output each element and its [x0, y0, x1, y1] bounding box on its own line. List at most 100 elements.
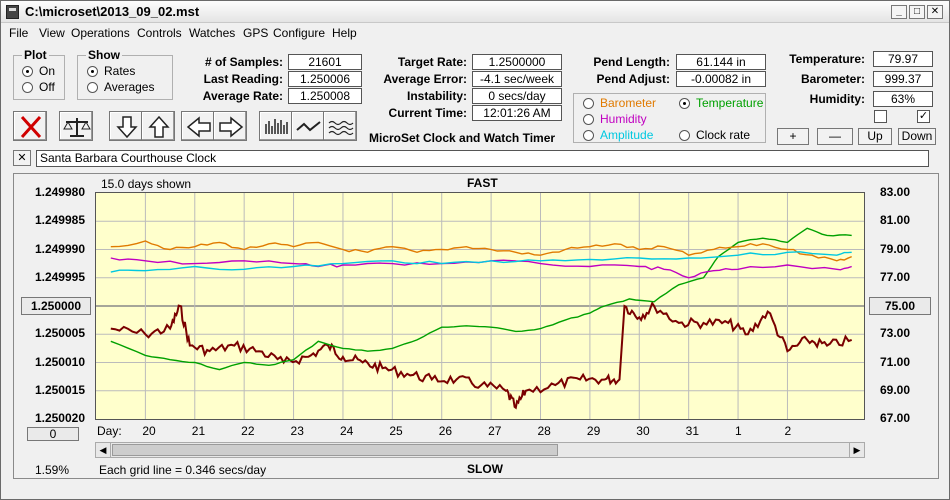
x-axis-tick: 21 — [191, 424, 206, 438]
left-axis-tick: 1.250015 — [34, 382, 85, 397]
horizontal-scrollbar[interactable]: ◀ ▶ — [95, 442, 865, 458]
maximize-button[interactable]: □ — [909, 5, 925, 19]
day-label: Day: — [97, 424, 122, 438]
down-button[interactable]: Down — [898, 128, 936, 145]
right-axis-tick: 71.00 — [879, 354, 911, 369]
x-axis-tick: 26 — [438, 424, 453, 438]
title-bar: C:\microset\2013_09_02.mst _ □ ✕ — [1, 1, 949, 23]
barometer-field: 999.37 — [873, 71, 933, 87]
chart-plot-area — [95, 192, 865, 420]
show-averages-radio[interactable] — [87, 82, 98, 93]
temperature-radio[interactable] — [679, 98, 690, 109]
close-icon[interactable]: ✕ — [13, 150, 31, 166]
x-axis-tick: 28 — [537, 424, 551, 438]
wave-view-button[interactable] — [323, 111, 357, 141]
balance-button[interactable] — [59, 111, 93, 141]
center-left-button[interactable]: 1.250000 — [21, 297, 91, 315]
histogram-button[interactable] — [259, 111, 293, 141]
left-axis-tick: 1.250010 — [34, 354, 85, 369]
current-time-field: 12:01:26 AM — [472, 105, 562, 121]
plus-button[interactable]: + — [777, 128, 809, 145]
x-axis-tick: 20 — [142, 424, 156, 438]
menu-configure[interactable]: Configure — [273, 26, 326, 40]
scroll-thumb[interactable] — [112, 444, 558, 456]
close-window-button[interactable]: ✕ — [927, 5, 943, 19]
up-button[interactable]: Up — [858, 128, 892, 145]
pend-adjust-field: -0.00082 in — [676, 71, 766, 87]
temperature-label: Temperature: — [789, 52, 865, 66]
chart-svg — [96, 193, 864, 419]
app-icon — [6, 5, 19, 19]
pend-length-label: Pend Length: — [593, 55, 670, 69]
barometer-option-label: Barometer — [600, 96, 657, 110]
scroll-left-icon[interactable]: ◀ — [96, 443, 111, 457]
line-view-button[interactable] — [291, 111, 325, 141]
samples-label: # of Samples: — [204, 55, 283, 69]
left-axis-tick: 1.250020 — [34, 411, 85, 425]
zero-button[interactable]: 0 — [27, 427, 79, 441]
menu-watches[interactable]: Watches — [189, 26, 236, 40]
show-rates-label: Rates — [104, 64, 136, 78]
show-group-caption: Show — [86, 48, 122, 62]
x-axis-tick: 29 — [586, 424, 601, 438]
plot-off-label: Off — [39, 80, 55, 94]
barometer-radio[interactable] — [583, 98, 594, 109]
series-line-clock-rate — [110, 301, 853, 410]
show-rates-radio[interactable] — [87, 66, 98, 77]
down-arrow-button[interactable] — [109, 111, 143, 141]
instability-label: Instability: — [406, 89, 467, 103]
minimize-button[interactable]: _ — [891, 5, 907, 19]
right-axis-tick: 67.00 — [879, 411, 911, 425]
menu-bar: File View Operations Controls Watches GP… — [1, 23, 949, 43]
clock-rate-radio[interactable] — [679, 130, 690, 141]
amplitude-radio[interactable] — [583, 130, 594, 141]
plot-group-caption: Plot — [22, 48, 49, 62]
up-arrow-button[interactable] — [141, 111, 175, 141]
menu-operations[interactable]: Operations — [71, 26, 130, 40]
last-reading-field: 1.250006 — [288, 71, 362, 87]
minus-button[interactable]: — — [817, 128, 853, 145]
right-axis-tick: 77.00 — [879, 269, 911, 284]
instability-field: 0 secs/day — [472, 88, 562, 104]
menu-file[interactable]: File — [9, 26, 29, 40]
checkbox-1[interactable] — [874, 110, 887, 123]
watch-name-field[interactable]: Santa Barbara Courthouse Clock — [36, 150, 929, 167]
series-line-humidity — [110, 257, 852, 279]
samples-field: 21601 — [288, 54, 362, 70]
x-axis-tick: 1 — [735, 424, 742, 438]
plot-on-radio[interactable] — [22, 66, 33, 77]
app-caption: MicroSet Clock and Watch Timer — [369, 131, 556, 145]
right-axis-tick: 69.00 — [879, 382, 911, 397]
series-line-barometer — [110, 240, 852, 262]
series-line-temperature — [110, 227, 852, 371]
arrow-down-icon — [116, 116, 138, 139]
plot-on-label: On — [39, 64, 56, 78]
series-line-amplitude — [110, 251, 852, 273]
x-axis-tick: 27 — [488, 424, 502, 438]
arrow-up-icon — [148, 115, 170, 138]
plot-off-radio[interactable] — [22, 82, 33, 93]
menu-help[interactable]: Help — [332, 26, 357, 40]
scroll-right-icon[interactable]: ▶ — [849, 443, 864, 457]
menu-view[interactable]: View — [39, 26, 65, 40]
left-axis-tick: 1.249995 — [34, 269, 85, 284]
left-arrow-button[interactable] — [181, 111, 215, 141]
pend-length-field: 61.144 in — [676, 54, 766, 70]
right-axis-tick: 73.00 — [879, 326, 911, 341]
cancel-x-button[interactable] — [13, 111, 47, 141]
show-averages-label: Averages — [104, 80, 155, 94]
checkbox-2[interactable]: ✓ — [917, 110, 930, 123]
left-axis-tick: 1.249985 — [34, 213, 85, 228]
last-reading-label: Last Reading: — [203, 72, 283, 86]
window-title: C:\microset\2013_09_02.mst — [25, 4, 200, 19]
histogram-icon — [265, 119, 288, 134]
right-axis-tick: 83.00 — [879, 185, 911, 199]
humidity-radio[interactable] — [583, 114, 594, 125]
percent-label: 1.59% — [35, 463, 70, 477]
wave-icon — [328, 120, 354, 136]
center-right-button[interactable]: 75.00 — [869, 297, 931, 315]
menu-gps[interactable]: GPS — [243, 26, 269, 40]
right-arrow-button[interactable] — [213, 111, 247, 141]
menu-controls[interactable]: Controls — [137, 26, 182, 40]
